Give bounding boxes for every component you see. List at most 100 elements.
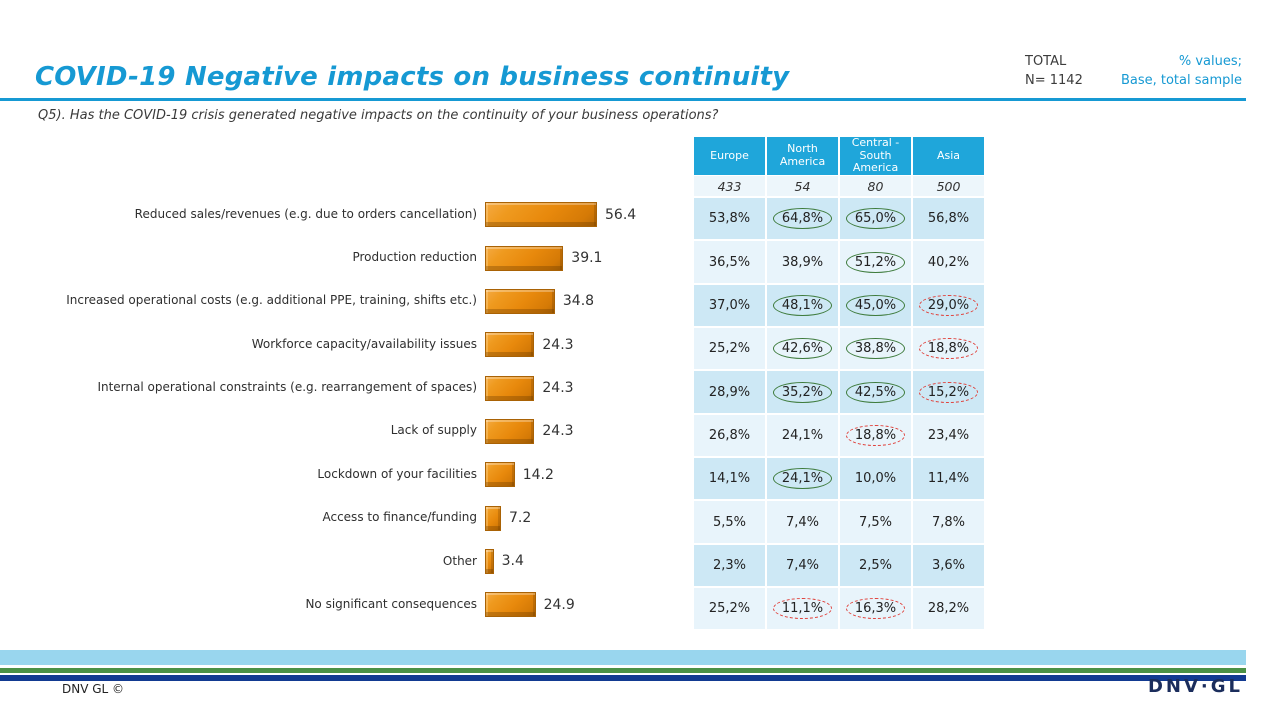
region-table: Europe North America Central - South Ameri…	[694, 136, 984, 630]
table-cell: 18,8%	[840, 414, 911, 457]
bar-value-label: 34.8	[562, 293, 595, 310]
chart-row: Increased operational costs (e.g. additi…	[0, 280, 690, 323]
cell-value: 51,2%	[845, 251, 906, 273]
table-row: 5,5% 7,4% 7,5% 7,8%	[694, 501, 984, 543]
cell-value: 53,8%	[708, 211, 751, 227]
cell-value: 38,8%	[845, 338, 906, 360]
category-label: Internal operational constraints (e.g. r…	[97, 380, 477, 395]
region-table-bases: 433 54 80 500	[694, 176, 984, 196]
table-row: 28,9% 35,2% 42,5% 15,2%	[694, 371, 984, 413]
note-base-line: Base, total sample	[1120, 72, 1242, 88]
table-cell: 38,9%	[767, 241, 838, 283]
bar	[485, 245, 564, 271]
cell-value: 56,8%	[927, 211, 970, 227]
base-value: 80	[840, 176, 911, 196]
table-cell: 24,1%	[767, 414, 838, 457]
category-label: Reduced sales/revenues (e.g. due to orde…	[134, 206, 477, 221]
bar	[485, 288, 555, 314]
cell-value: 2,3%	[712, 557, 747, 573]
table-cell: 25,2%	[694, 588, 765, 630]
category-label: Production reduction	[352, 250, 477, 265]
table-cell: 7,8%	[913, 501, 984, 543]
region-table-header: Europe North America Central - South Ameri…	[694, 136, 984, 175]
cell-value: 29,0%	[918, 294, 979, 316]
table-cell: 36,5%	[694, 241, 765, 283]
bar-value-label: 24.9	[543, 596, 575, 613]
bar	[485, 592, 536, 618]
bar-value-label: 24.3	[542, 336, 574, 353]
bar-value-label: 24.3	[542, 423, 574, 440]
cell-value: 38,9%	[781, 254, 824, 270]
chart-row: Workforce capacity/availability issues 24…	[0, 323, 690, 366]
category-label: Other	[442, 553, 477, 568]
column-header: Central - South America	[840, 136, 911, 175]
table-cell: 2,5%	[840, 544, 911, 587]
total-block: TOTAL N= 1142	[1025, 53, 1083, 91]
bar-wrap: 24.3	[485, 375, 574, 401]
cell-value: 36,5%	[708, 254, 751, 270]
cell-value: 24,1%	[781, 427, 824, 443]
chart-row: Production reduction 39.1	[0, 236, 690, 279]
cell-value: 24,1%	[772, 468, 833, 490]
cell-value: 48,1%	[772, 294, 833, 316]
cell-value: 3,6%	[931, 557, 966, 573]
bar-wrap: 39.1	[485, 245, 603, 271]
chart-row: Reduced sales/revenues (e.g. due to orde…	[0, 193, 690, 236]
region-table-body: 53,8% 64,8% 65,0% 56,8% 36,5% 38,9% 51,2% 40,2%…	[694, 198, 984, 630]
table-row: 14,1% 24,1% 10,0% 11,4%	[694, 458, 984, 500]
table-cell: 38,8%	[840, 328, 911, 370]
cell-value: 7,8%	[931, 514, 966, 530]
cell-value: 11,4%	[927, 471, 970, 487]
table-cell: 28,9%	[694, 371, 765, 413]
cell-value: 7,4%	[785, 557, 820, 573]
cell-value: 23,4%	[927, 427, 970, 443]
column-header: Asia	[913, 137, 984, 175]
bar	[485, 418, 535, 444]
bar-wrap: 24.9	[485, 592, 575, 618]
table-cell: 7,4%	[767, 544, 838, 587]
table-cell: 7,5%	[840, 501, 911, 543]
table-cell: 64,8%	[767, 198, 838, 240]
bar	[485, 332, 535, 358]
bar	[485, 375, 535, 401]
table-cell: 7,4%	[767, 501, 838, 543]
chart-row: Lack of supply 24.3	[0, 410, 690, 453]
bar-wrap: 24.3	[485, 332, 574, 358]
table-row: 26,8% 24,1% 18,8% 23,4%	[694, 414, 984, 457]
cell-value: 11,1%	[772, 598, 833, 620]
chart-row: Internal operational constraints (e.g. r…	[0, 366, 690, 409]
table-cell: 40,2%	[913, 241, 984, 283]
cell-value: 2,5%	[858, 557, 893, 573]
table-row: 53,8% 64,8% 65,0% 56,8%	[694, 198, 984, 240]
table-cell: 56,8%	[913, 198, 984, 240]
category-label: Access to finance/funding	[322, 510, 477, 525]
total-n-value: N= 1142	[1025, 72, 1083, 88]
table-cell: 18,8%	[913, 328, 984, 370]
bar-value-label: 39.1	[571, 250, 603, 267]
cell-value: 14,1%	[708, 471, 751, 487]
copyright-text: DNV GL ©	[62, 682, 125, 696]
table-cell: 28,2%	[913, 588, 984, 630]
table-cell: 14,1%	[694, 458, 765, 500]
table-row: 36,5% 38,9% 51,2% 40,2%	[694, 241, 984, 283]
cell-value: 5,5%	[712, 514, 747, 530]
bar-value-label: 7.2	[509, 510, 532, 527]
bar-value-label: 24.3	[542, 380, 574, 397]
category-label: Workforce capacity/availability issues	[251, 336, 477, 351]
table-cell: 42,5%	[840, 371, 911, 413]
bar	[485, 202, 597, 228]
footer-stripe-navy	[0, 675, 1246, 681]
bar-chart: Reduced sales/revenues (e.g. due to orde…	[0, 193, 690, 626]
table-cell: 37,0%	[694, 284, 765, 327]
category-label: Lockdown of your facilities	[317, 466, 477, 481]
column-header: North America	[767, 137, 838, 175]
bar-wrap: 34.8	[485, 288, 595, 314]
bar-wrap: 24.3	[485, 418, 574, 444]
total-label: TOTAL	[1025, 54, 1067, 69]
table-cell: 53,8%	[694, 198, 765, 240]
table-row: 25,2% 11,1% 16,3% 28,2%	[694, 588, 984, 630]
bar-wrap: 14.2	[485, 462, 554, 488]
table-cell: 26,8%	[694, 414, 765, 457]
bar-value-label: 56.4	[605, 206, 637, 223]
